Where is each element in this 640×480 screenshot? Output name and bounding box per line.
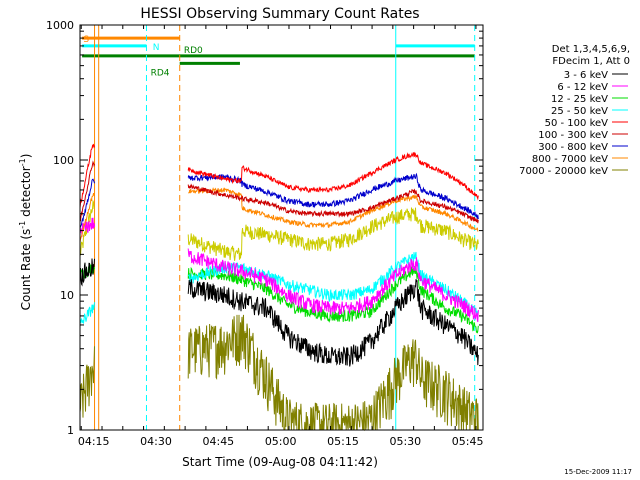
series-line xyxy=(79,314,479,432)
series-line xyxy=(79,258,479,367)
y-axis-label-main: Count Rate (s xyxy=(19,229,33,311)
legend-entry-label: 25 - 50 keV xyxy=(551,106,608,117)
x-tick-label: 05:15 xyxy=(327,435,359,448)
legend-entry-label: 300 - 800 keV xyxy=(538,142,608,153)
series-line xyxy=(79,160,479,224)
x-tick-label: 05:45 xyxy=(452,435,484,448)
x-tick-label: 04:30 xyxy=(140,435,172,448)
y-axis-label-mid: detector xyxy=(19,166,33,221)
chart-title: HESSI Observing Summary Count Rates xyxy=(140,6,419,22)
x-tick-label: 04:45 xyxy=(202,435,234,448)
x-tick-label: 04:15 xyxy=(78,435,110,448)
y-axis-label: Count Rate (s-1 detector-1) xyxy=(18,154,33,311)
series-line xyxy=(79,143,479,208)
footer-date: 15-Dec-2009 11:17 xyxy=(564,468,632,476)
y-axis: 1 10 100 1000 xyxy=(46,19,483,437)
flag-bar-label: N xyxy=(153,43,160,53)
series-line xyxy=(79,187,479,243)
series-line xyxy=(79,217,479,323)
x-axis: 04:15 04:30 04:45 05:00 05:15 05:30 05:45 xyxy=(78,25,484,448)
y-tick-label: 10 xyxy=(60,289,74,302)
legend-entry-label: 12 - 25 keV xyxy=(551,94,608,105)
y-tick-label: 1000 xyxy=(46,19,74,32)
flag-bar-label: S xyxy=(83,35,89,45)
x-tick-label: 05:00 xyxy=(265,435,297,448)
series-group xyxy=(79,143,479,432)
y-axis-label-sup1: -1 xyxy=(18,221,27,229)
legend-entry-label: 50 - 100 keV xyxy=(545,118,609,129)
vertical-markers xyxy=(94,25,476,430)
x-axis-label: Start Time (09-Aug-08 04:11:42) xyxy=(182,455,378,469)
legend-entry-label: 3 - 6 keV xyxy=(564,70,608,81)
y-axis-label-end: ) xyxy=(19,154,33,159)
flag-bar-label: RD0 xyxy=(184,46,203,56)
y-tick-label: 1 xyxy=(67,424,74,437)
y-tick-label: 100 xyxy=(53,154,74,167)
flag-bar-label: RD4 xyxy=(151,68,170,78)
legend-entry-label: 6 - 12 keV xyxy=(557,82,608,93)
legend-entry-label: 100 - 300 keV xyxy=(538,130,608,141)
legend: Det 1,3,4,5,6,9,FDecim 1, Att 0 3 - 6 keV… xyxy=(519,44,630,177)
x-tick-label: 05:30 xyxy=(389,435,421,448)
legend-header: FDecim 1, Att 0 xyxy=(552,56,630,67)
legend-entry-label: 800 - 7000 keV xyxy=(532,154,608,165)
series-line xyxy=(79,172,479,229)
legend-header: Det 1,3,4,5,6,9, xyxy=(552,44,630,55)
series-line xyxy=(79,251,479,324)
plot-frame xyxy=(79,24,484,431)
flag-bars: S N RD0 RD4 xyxy=(82,35,475,78)
y-axis-label-sup2: -1 xyxy=(18,158,27,166)
legend-entry-label: 7000 - 20000 keV xyxy=(519,166,608,177)
